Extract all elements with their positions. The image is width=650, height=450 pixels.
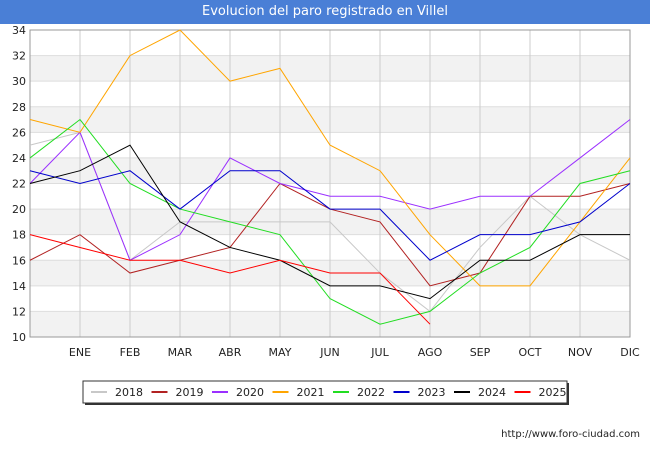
x-tick-label: MAY: [269, 346, 292, 359]
y-tick-label: 14: [12, 280, 26, 293]
chart-title: Evolucion del paro registrado en Villel: [0, 0, 650, 24]
series-line-2023: [29, 170, 631, 261]
series-line-2024: [29, 144, 630, 300]
legend-label-2022: 2022: [357, 386, 385, 399]
y-tick-label: 24: [12, 152, 26, 165]
y-axis-ticks: 10 12 14 16 18 20 22 24 26 28 30 32 34: [12, 24, 26, 344]
legend-label-2024: 2024: [478, 386, 506, 399]
legend-label-2023: 2023: [418, 386, 446, 399]
y-tick-label: 18: [12, 229, 26, 242]
x-tick-label: SEP: [470, 346, 491, 359]
x-tick-label: JUL: [370, 346, 389, 359]
source-link[interactable]: http://www.foro-ciudad.com: [501, 429, 640, 440]
x-tick-label: ABR: [219, 346, 242, 359]
legend-label-2018: 2018: [115, 386, 143, 399]
series-line-2022: [29, 118, 631, 325]
legend-label-2025: 2025: [539, 386, 567, 399]
legend: 2018 2019 2020 2021 2022 2023 2024 2025: [82, 380, 569, 405]
x-tick-label: OCT: [518, 346, 541, 359]
x-tick-label: NOV: [568, 346, 593, 359]
y-tick-label: 12: [12, 305, 26, 318]
series-lines: [29, 29, 631, 325]
x-tick-label: ENE: [69, 346, 91, 359]
y-tick-label: 26: [12, 126, 26, 139]
y-tick-label: 22: [12, 178, 26, 191]
legend-box: [82, 380, 568, 404]
y-tick-label: 10: [12, 331, 26, 344]
legend-label-2021: 2021: [297, 386, 325, 399]
series-line-2021: [29, 29, 631, 287]
y-tick-label: 20: [12, 203, 26, 216]
x-tick-label: AGO: [418, 346, 443, 359]
y-tick-label: 30: [12, 75, 26, 88]
x-tick-label: DIC: [620, 346, 640, 359]
x-axis-ticks: ENE FEB MAR ABR MAY JUN JUL AGO SEP OCT NOV DIC: [69, 346, 640, 359]
y-tick-label: 16: [12, 254, 26, 267]
x-tick-label: MAR: [168, 346, 193, 359]
series-line-2025: [29, 234, 431, 325]
y-tick-label: 34: [12, 24, 26, 37]
legend-label-2019: 2019: [176, 386, 204, 399]
legend-label-2020: 2020: [236, 386, 264, 399]
y-tick-label: 28: [12, 101, 26, 114]
y-tick-label: 32: [12, 50, 26, 63]
x-tick-label: FEB: [120, 346, 141, 359]
x-tick-label: JUN: [319, 346, 340, 359]
